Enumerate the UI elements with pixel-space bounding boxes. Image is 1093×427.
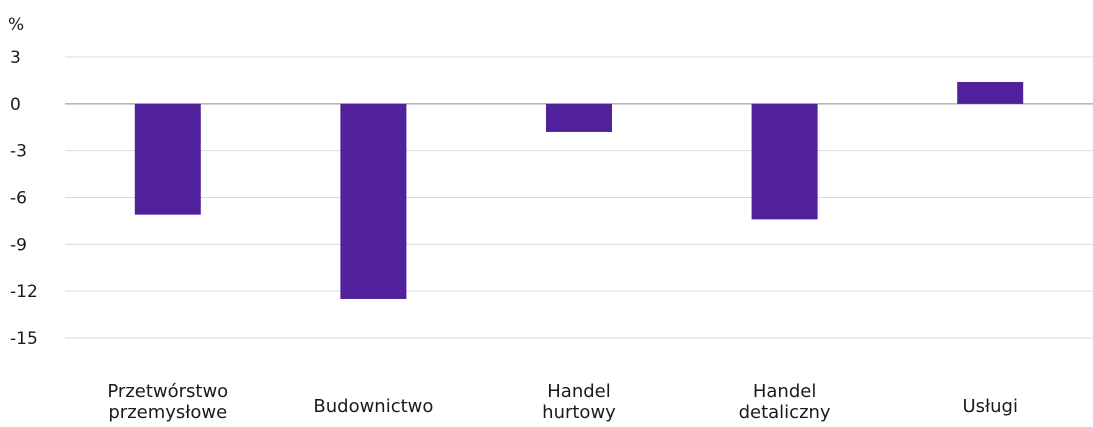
bar <box>134 103 201 215</box>
x-category-label: Handel <box>753 381 816 402</box>
x-category-label: Handel <box>547 381 610 402</box>
x-category-label: Budownictwo <box>313 396 433 417</box>
y-tick-label: -9 <box>10 235 27 255</box>
bar <box>546 103 612 132</box>
x-category-label: detaliczny <box>739 402 831 423</box>
gridlines <box>65 56 1093 339</box>
x-category-label: hurtowy <box>542 402 616 423</box>
y-tick-label: 3 <box>10 48 21 68</box>
y-tick-label: -12 <box>10 282 38 302</box>
bar <box>751 103 818 220</box>
y-unit-label: % <box>8 15 24 35</box>
bar <box>340 103 407 299</box>
bars <box>134 81 1024 299</box>
x-category-label: przemysłowe <box>108 402 227 423</box>
x-category-label: Usługi <box>962 396 1018 417</box>
x-category-label: Przetwórstwo <box>107 381 228 402</box>
y-tick-label: -6 <box>10 189 27 209</box>
y-tick-label: 0 <box>10 95 21 115</box>
y-axis-ticks: 3 0 -3 -6 -9 -12 -15 <box>10 48 38 349</box>
bar <box>957 81 1024 104</box>
y-tick-label: -3 <box>10 142 27 162</box>
y-tick-label: -15 <box>10 329 38 349</box>
